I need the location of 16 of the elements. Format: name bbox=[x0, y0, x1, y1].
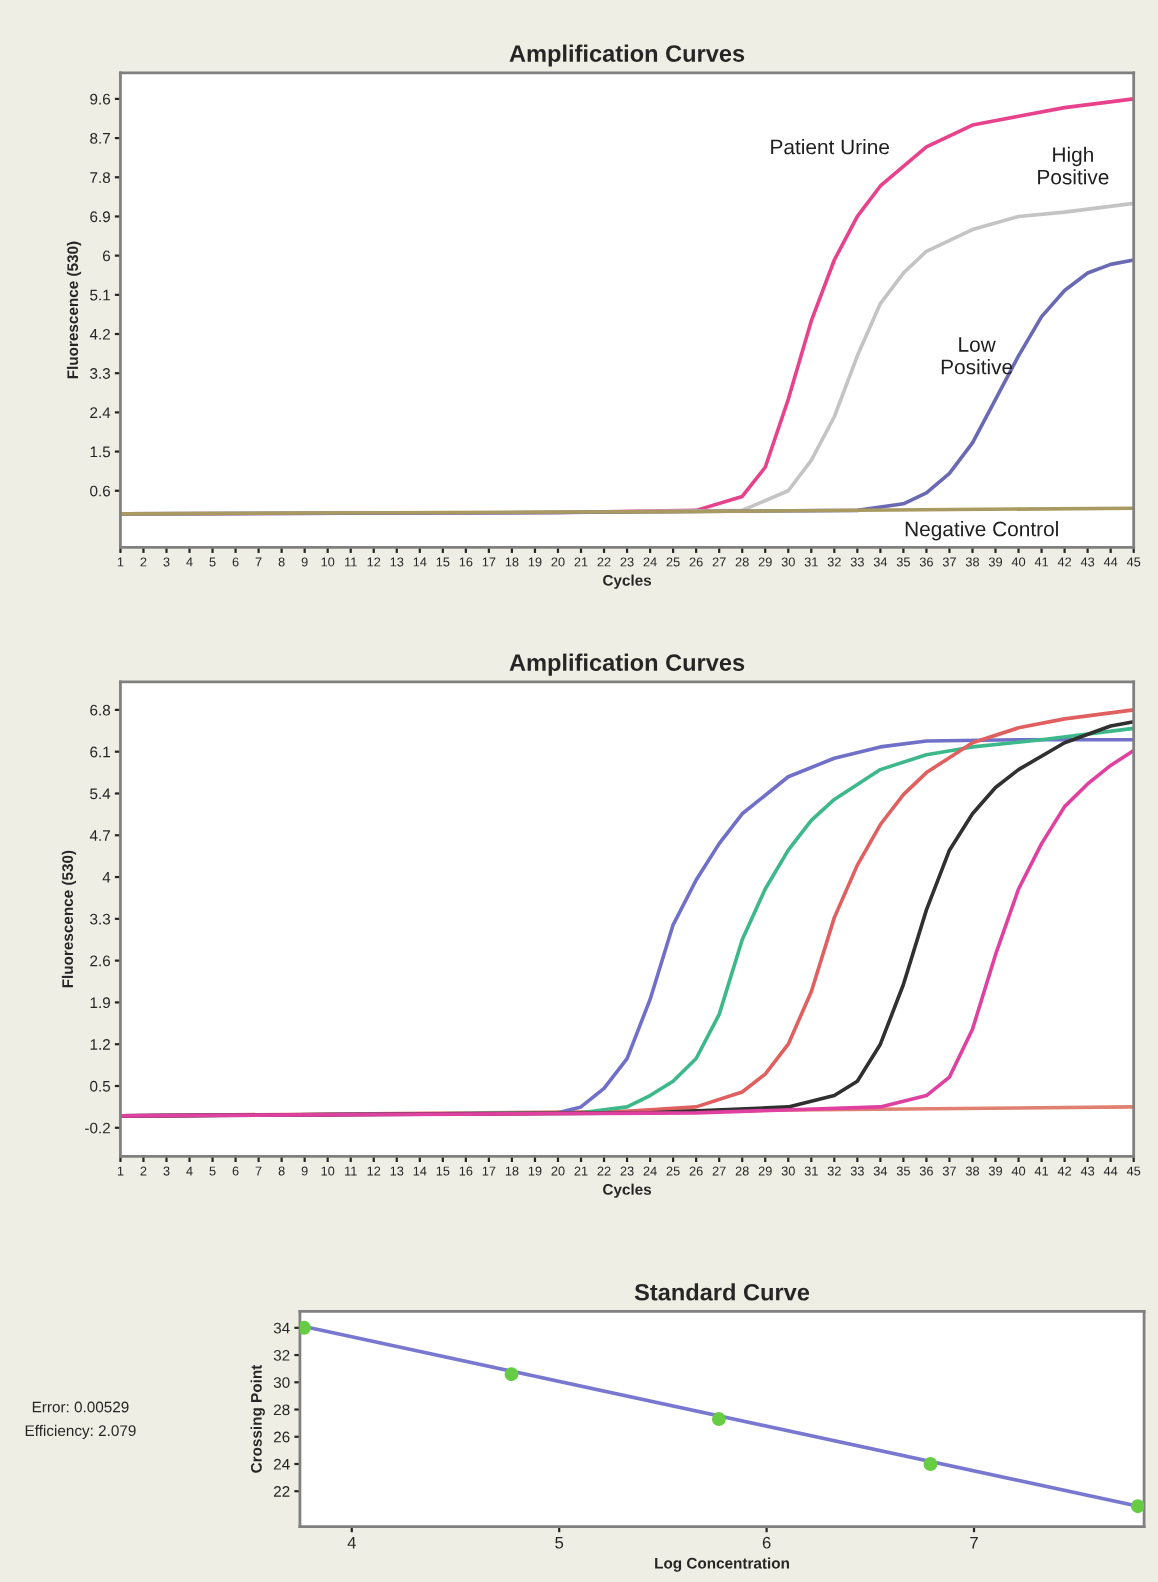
chart-title: Amplification Curves bbox=[509, 44, 745, 67]
point bbox=[1130, 1499, 1145, 1514]
series-label: Negative Control bbox=[905, 521, 1058, 541]
point bbox=[299, 1320, 312, 1335]
point bbox=[711, 1412, 726, 1426]
x-tick-label: 5 bbox=[555, 1536, 564, 1549]
chart-title: Amplification Curves bbox=[509, 653, 745, 676]
x-tick-label: 4 bbox=[347, 1536, 356, 1549]
chart-title: Standard Curve bbox=[634, 1283, 810, 1301]
point bbox=[923, 1457, 938, 1471]
point bbox=[504, 1367, 519, 1382]
x-tick-label: 6 bbox=[762, 1536, 771, 1549]
series-label: Low Positive bbox=[941, 337, 1013, 375]
series-label: High Positive bbox=[1038, 146, 1109, 185]
series-label: Patient Urine bbox=[771, 139, 889, 155]
x-tick-label: 7 bbox=[970, 1536, 978, 1549]
